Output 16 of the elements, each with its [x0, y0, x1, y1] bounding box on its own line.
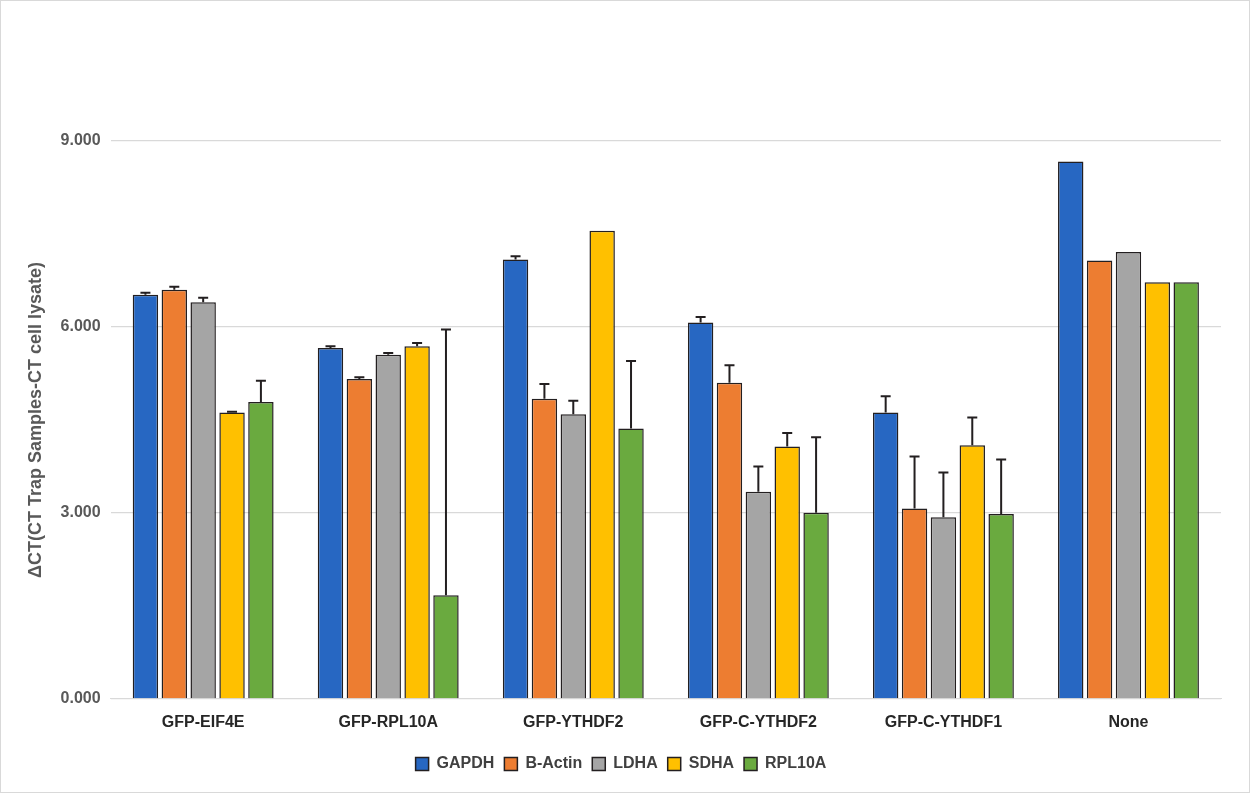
x-tick-label: GFP-YTHDF2 [523, 712, 624, 730]
x-tick-label: GFP-C-YTHDF1 [884, 712, 1003, 730]
y-tick-label: 3.000 [60, 503, 101, 521]
x-tick-label: GFP-C-YTHDF2 [699, 712, 818, 730]
legend-label: RPL10A [765, 754, 827, 772]
y-tick-label: 0.000 [60, 689, 101, 707]
y-tick-label: 9.000 [60, 131, 101, 149]
legend-label: LDHA [613, 754, 659, 772]
x-tick-label: GFP-EIF4E [161, 712, 245, 730]
y-axis-title: ΔCT(CT Trap Samples-CT cell lysate) [24, 261, 45, 578]
x-tick-label: None [1108, 712, 1149, 730]
legend-label: SDHA [688, 754, 735, 772]
y-tick-label: 6.000 [60, 317, 101, 335]
x-tick-label: GFP-RPL10A [338, 712, 439, 730]
legend-label: B-Actin [525, 754, 583, 772]
legend-label: GAPDH [436, 754, 495, 772]
